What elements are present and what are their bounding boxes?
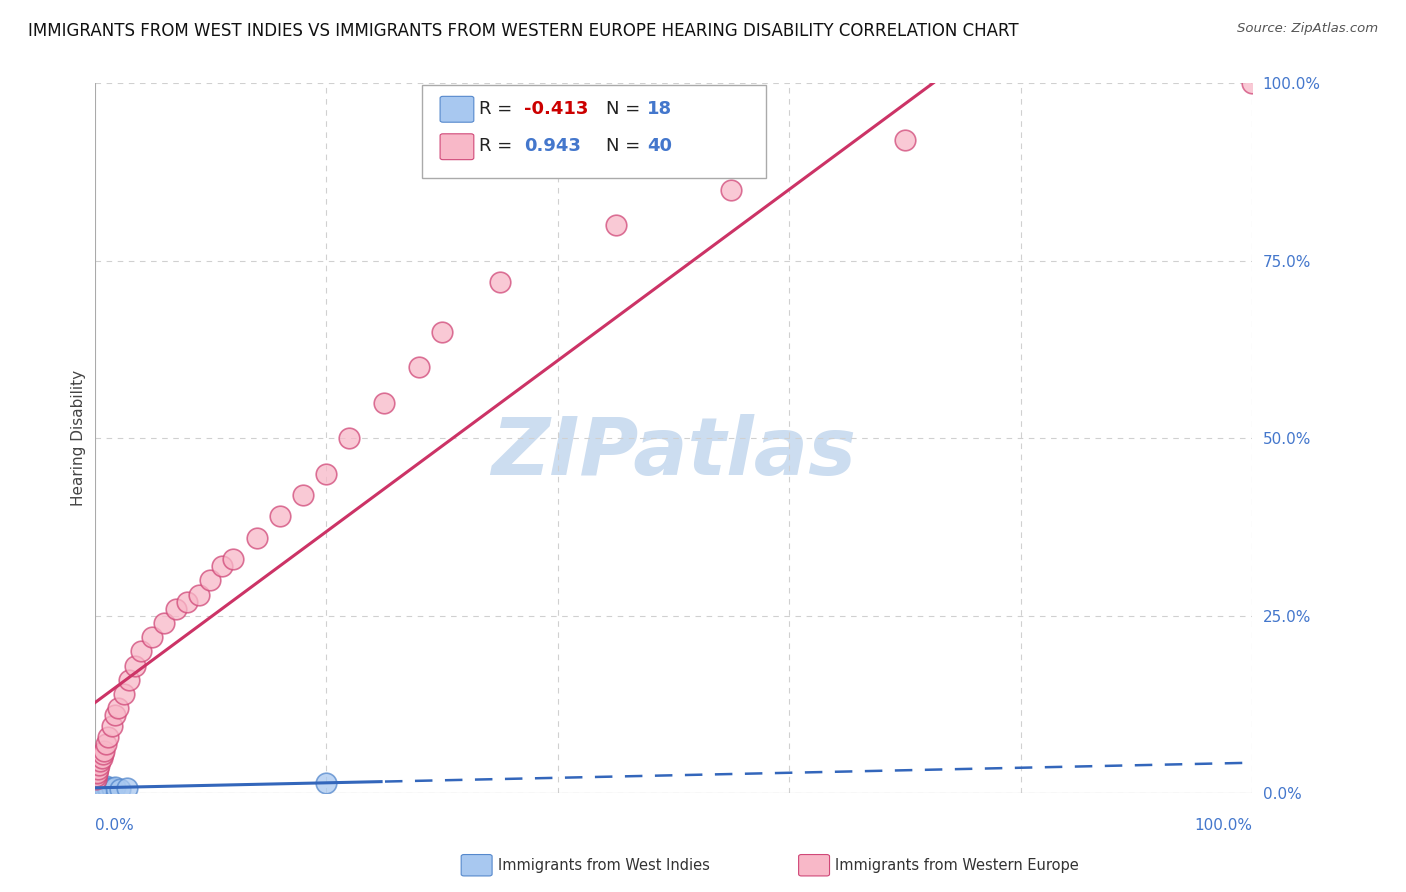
Point [115, 780, 138, 795]
Point [86, 782, 108, 797]
Point [84, 772, 107, 787]
Point [165, 601, 187, 615]
Text: 100.0%: 100.0% [1194, 818, 1253, 833]
Point [89, 755, 111, 769]
Text: N =: N = [606, 137, 640, 155]
Point [97, 730, 120, 744]
Point [118, 673, 141, 687]
Point [91, 747, 114, 762]
Point [93, 780, 115, 794]
Point [291, 488, 314, 502]
Point [89, 778, 111, 792]
Point [90, 751, 112, 765]
Point [605, 219, 627, 233]
Text: ZIPatlas: ZIPatlas [491, 414, 856, 491]
Point [176, 595, 198, 609]
Point [1241, 77, 1264, 91]
Point [86, 766, 108, 780]
Point [94, 737, 117, 751]
Text: 18: 18 [647, 100, 672, 118]
Point [87, 762, 110, 776]
Point [104, 708, 127, 723]
Text: -0.413: -0.413 [524, 100, 589, 118]
Point [315, 467, 337, 481]
Point [101, 781, 124, 796]
Point [222, 552, 245, 566]
Point [211, 559, 233, 574]
Point [84, 783, 107, 797]
Text: R =: R = [479, 100, 513, 118]
Point [86, 765, 108, 780]
Text: 0.0%: 0.0% [94, 818, 134, 833]
Text: 0.943: 0.943 [524, 137, 581, 155]
Point [720, 183, 742, 197]
Point [87, 780, 110, 794]
Text: Immigrants from West Indies: Immigrants from West Indies [498, 858, 710, 872]
Point [129, 644, 152, 658]
Point [90, 779, 112, 793]
Point [200, 574, 222, 588]
Point [315, 775, 337, 789]
Point [373, 396, 395, 410]
Point [107, 701, 129, 715]
Point [84, 769, 107, 783]
Point [94, 779, 117, 793]
Text: Source: ZipAtlas.com: Source: ZipAtlas.com [1237, 22, 1378, 36]
Point [87, 781, 110, 796]
Point [246, 531, 269, 545]
Y-axis label: Hearing Disability: Hearing Disability [72, 370, 86, 507]
Point [337, 431, 360, 445]
Point [408, 360, 430, 375]
Text: 40: 40 [647, 137, 672, 155]
Point [269, 509, 291, 524]
Point [89, 780, 111, 795]
Text: N =: N = [606, 100, 640, 118]
Point [104, 780, 127, 794]
Point [141, 630, 163, 644]
Point [124, 658, 146, 673]
Text: IMMIGRANTS FROM WEST INDIES VS IMMIGRANTS FROM WESTERN EUROPE HEARING DISABILITY: IMMIGRANTS FROM WEST INDIES VS IMMIGRANT… [28, 22, 1019, 40]
Text: R =: R = [479, 137, 513, 155]
Point [84, 780, 107, 795]
Point [153, 615, 176, 630]
Point [86, 779, 108, 793]
Point [84, 782, 107, 797]
Point [430, 325, 453, 339]
Point [89, 758, 111, 772]
Point [108, 782, 131, 797]
Point [488, 275, 510, 289]
Point [112, 687, 135, 701]
Point [93, 744, 115, 758]
Point [894, 133, 917, 147]
Point [187, 588, 209, 602]
Text: Immigrants from Western Europe: Immigrants from Western Europe [835, 858, 1078, 872]
Point [97, 780, 120, 795]
Point [101, 719, 124, 733]
